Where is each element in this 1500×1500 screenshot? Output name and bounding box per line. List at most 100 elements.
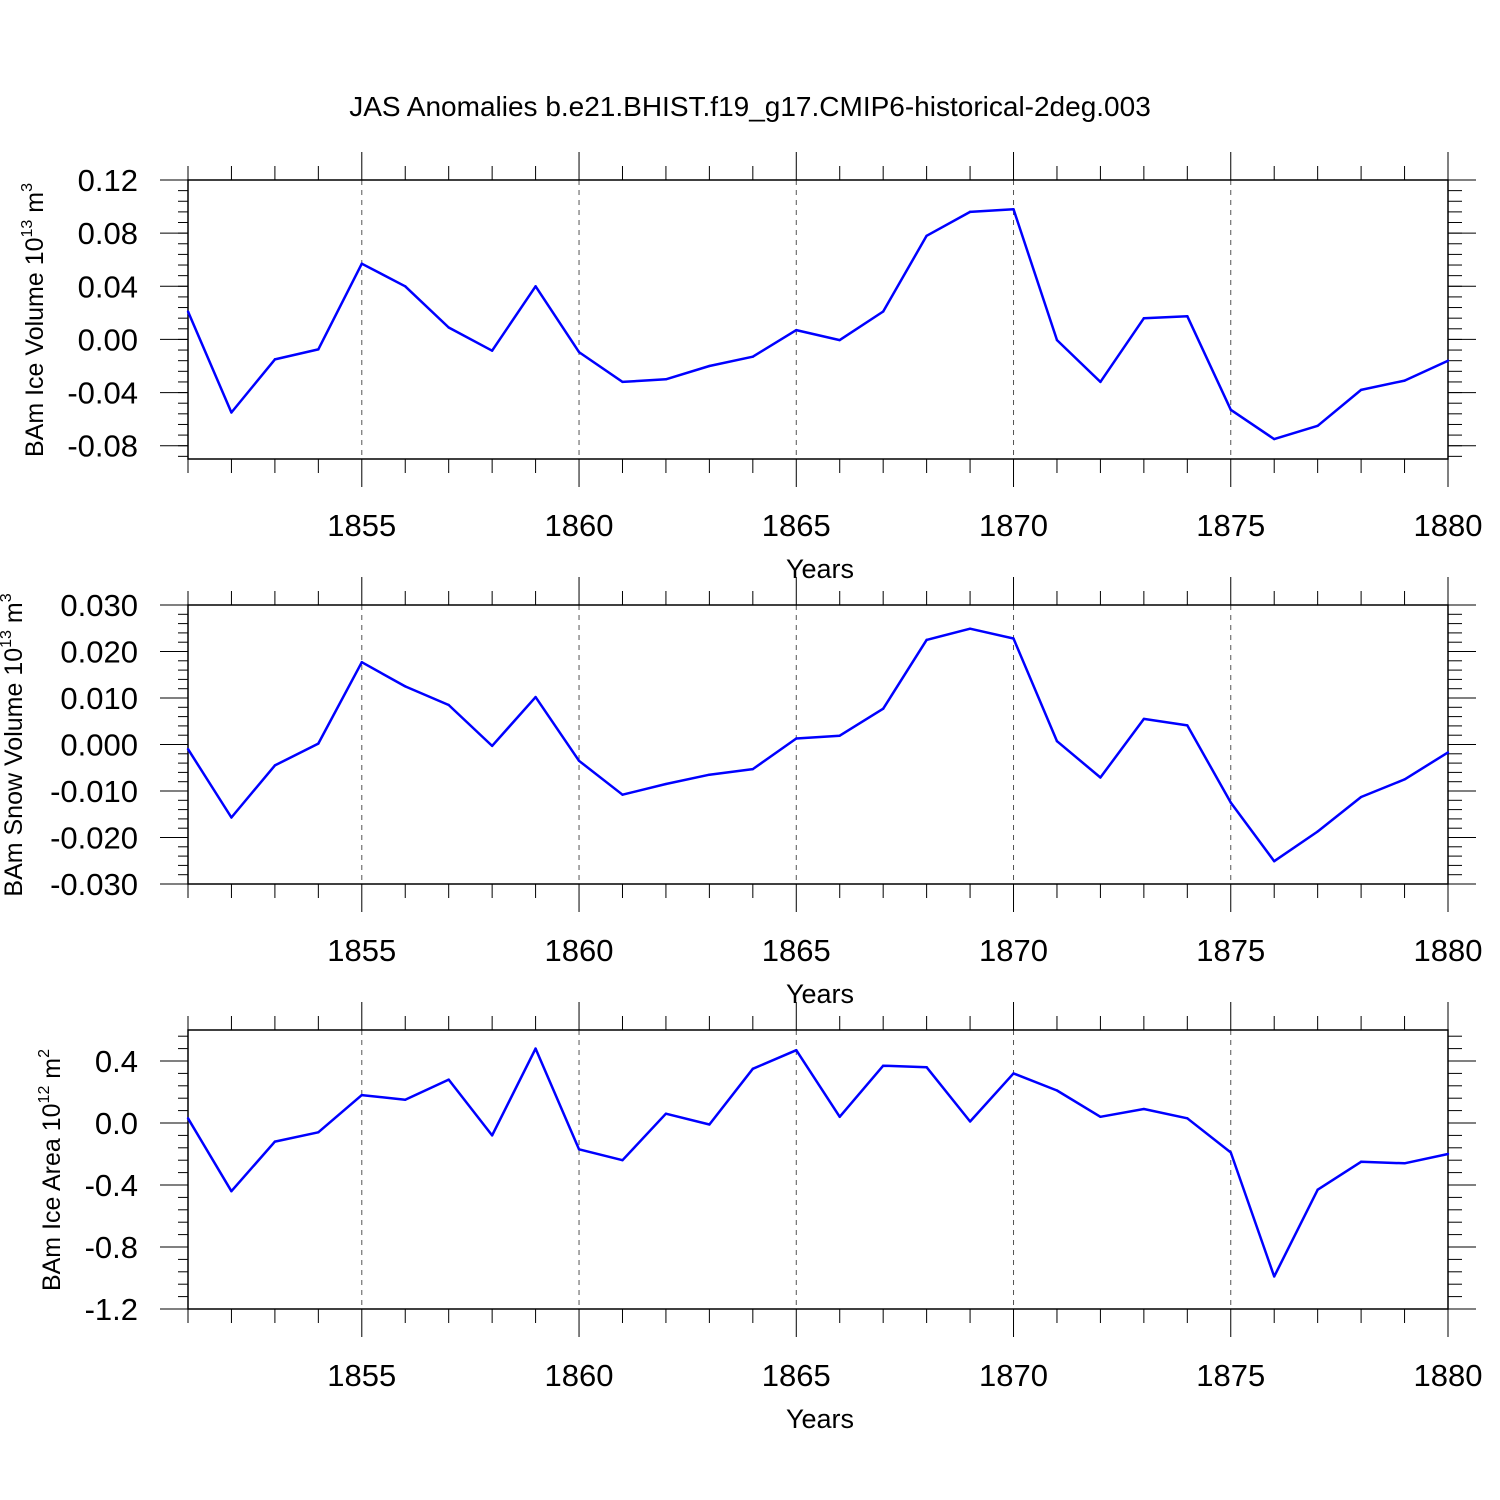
x-tick-label: 1855 [327, 933, 396, 968]
data-point [751, 767, 755, 771]
data-point [621, 793, 624, 796]
data-point [925, 1066, 928, 1069]
data-point [1446, 1152, 1450, 1156]
data-point [1359, 1160, 1363, 1163]
x-tick-label: 1860 [545, 1358, 614, 1393]
data-point [1142, 1107, 1146, 1111]
data-point [360, 1093, 363, 1097]
plot-frame [187, 1029, 1449, 1310]
data-point [534, 285, 537, 288]
y-tick-label: 0.04 [78, 269, 138, 304]
data-point [534, 695, 537, 699]
x-axis-label: Years [786, 554, 854, 584]
data-point [708, 364, 711, 368]
y-tick-label: -1.2 [85, 1292, 138, 1327]
data-point [186, 1117, 190, 1120]
data-point [1359, 795, 1363, 799]
data-point [881, 1064, 885, 1067]
data-point [534, 1047, 537, 1050]
data-point [1186, 1117, 1189, 1120]
data-point [751, 355, 755, 358]
y-tick-label: 0.0 [95, 1106, 138, 1141]
data-point [795, 737, 798, 740]
data-point [360, 262, 363, 265]
data-point [1316, 424, 1319, 427]
y-tick-label: -0.08 [67, 429, 138, 464]
data-point [273, 358, 277, 361]
y-tick-label: 0.00 [78, 322, 138, 357]
data-point [1012, 1072, 1015, 1075]
y-tick-label: -0.04 [67, 376, 138, 411]
x-tick-label: 1860 [545, 933, 614, 968]
x-tick-label: 1860 [545, 508, 614, 543]
data-point [1403, 778, 1406, 781]
data-point [1099, 776, 1102, 779]
data-point [795, 1048, 798, 1052]
data-point [1055, 740, 1059, 743]
data-point [1273, 1275, 1276, 1278]
data-point [577, 350, 581, 354]
data-point [273, 764, 277, 767]
x-tick-label: 1865 [762, 933, 831, 968]
x-tick-label: 1875 [1196, 933, 1265, 968]
series-line [186, 1047, 1449, 1278]
x-tick-label: 1865 [762, 508, 831, 543]
data-point [447, 326, 450, 329]
panel-ice-area: 1855 1860 1865 1870 1875 1880 0.4 0.0 -0.4 -0.8 -1… [36, 1002, 1482, 1434]
data-point [621, 1159, 624, 1162]
data-point [1446, 751, 1450, 754]
data-point [1099, 1115, 1102, 1119]
y-tick-label: 0.4 [95, 1044, 138, 1079]
data-point [1273, 437, 1276, 441]
y-tick-label: 0.030 [60, 588, 138, 623]
data-point [1229, 408, 1232, 412]
data-point [621, 380, 624, 384]
data-point [490, 1134, 494, 1137]
data-point [881, 310, 885, 313]
data-point [490, 349, 494, 352]
data-point [664, 782, 668, 786]
y-tick-label: 0.12 [78, 163, 138, 198]
data-point [1229, 1151, 1232, 1154]
data-point [881, 707, 885, 710]
y-tick-label: 0.010 [60, 681, 138, 716]
data-point [273, 1140, 277, 1143]
data-point [838, 338, 841, 342]
data-point [1142, 316, 1146, 320]
data-point [186, 747, 190, 751]
data-point [1359, 388, 1363, 392]
y-axis-label: BAm Snow Volume 1013 m3 [0, 593, 28, 896]
series-line [186, 627, 1449, 863]
x-axis-label: Years [786, 1404, 854, 1434]
x-tick-label: 1870 [979, 1358, 1048, 1393]
data-point [838, 1115, 841, 1119]
y-tick-label: 0.020 [60, 635, 138, 670]
y-axis-label: BAm Ice Area 1012 m2 [36, 1049, 66, 1291]
x-tick-label: 1880 [1414, 508, 1483, 543]
panel-ice-volume: 1855 1860 1865 1870 1875 1880 0.12 0.08 0.04 0.00… [19, 152, 1482, 584]
data-point [968, 627, 972, 630]
series-line [186, 207, 1449, 441]
data-point [1446, 359, 1450, 362]
y-tick-label: 0.000 [60, 728, 138, 763]
panel-snow-volume: 1855 1860 1865 1870 1875 1880 0.030 0.020 0.010 0… [0, 577, 1482, 1009]
data-point [1229, 801, 1232, 804]
data-point [404, 285, 407, 288]
data-point [404, 1098, 407, 1101]
data-point [664, 378, 668, 381]
data-point [1055, 338, 1059, 342]
data-point [577, 1148, 581, 1151]
y-tick-label: -0.030 [50, 867, 138, 902]
data-point [968, 1120, 972, 1123]
data-point [404, 685, 407, 688]
data-point [317, 348, 320, 351]
y-tick-label: -0.020 [50, 821, 138, 856]
data-point [317, 742, 320, 745]
x-tick-label: 1865 [762, 1358, 831, 1393]
data-point [1142, 717, 1146, 721]
data-point [577, 759, 581, 762]
data-point [1273, 860, 1276, 863]
data-point [1403, 1162, 1406, 1165]
data-point [230, 816, 233, 819]
figure-title: JAS Anomalies b.e21.BHIST.f19_g17.CMIP6-… [349, 91, 1151, 122]
